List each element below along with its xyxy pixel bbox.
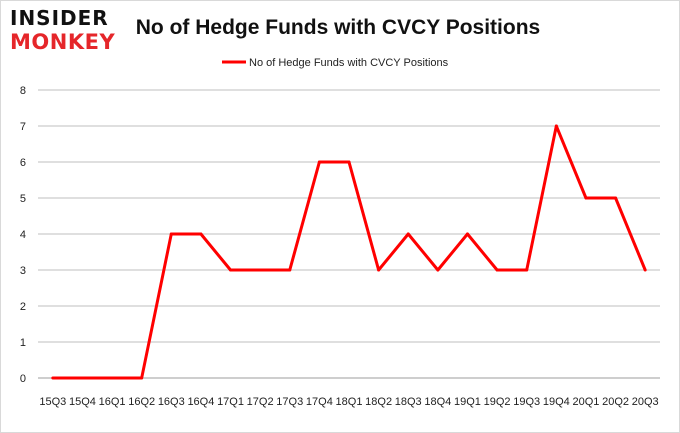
data-point: [614, 196, 618, 200]
data-point: [110, 376, 114, 380]
x-tick-label: 20Q1: [572, 396, 599, 408]
data-point: [436, 268, 440, 272]
x-tick-label: 16Q2: [128, 396, 155, 408]
logo-line1: INSIDER: [10, 6, 109, 30]
x-tick-label: 19Q4: [543, 396, 570, 408]
x-tick-label: 18Q4: [424, 396, 451, 408]
data-point: [229, 268, 233, 272]
y-tick-label: 2: [20, 301, 26, 313]
data-point: [199, 232, 203, 236]
y-tick-label: 0: [20, 373, 26, 385]
x-tick-label: 17Q1: [217, 396, 244, 408]
x-axis-ticks: 15Q3 15Q4 16Q1 16Q2 16Q3 16Q4 17Q1 17Q2 17Q3 17Q4…: [39, 396, 658, 408]
y-tick-label: 6: [20, 157, 26, 169]
data-point: [80, 376, 84, 380]
data-point: [51, 376, 55, 380]
data-point: [140, 376, 144, 380]
x-tick-label: 19Q2: [484, 396, 511, 408]
logo-line2: MONKEY: [10, 30, 116, 54]
chart-title: No of Hedge Funds with CVCY Positions: [135, 16, 541, 39]
x-tick-label: 15Q4: [69, 396, 96, 408]
data-point: [317, 160, 321, 164]
series-layer: [51, 124, 647, 380]
x-tick-label: 16Q4: [187, 396, 214, 408]
data-point: [377, 268, 381, 272]
legend-label: No of Hedge Funds with CVCY Positions: [249, 57, 449, 69]
series-line: [52, 124, 647, 380]
y-tick-label: 1: [20, 337, 26, 349]
x-tick-label: 16Q3: [158, 396, 185, 408]
y-tick-label: 4: [20, 229, 26, 241]
data-point: [525, 268, 529, 272]
data-point: [554, 124, 558, 128]
y-tick-label: 8: [20, 85, 26, 97]
x-tick-label: 15Q3: [39, 396, 66, 408]
x-tick-label: 18Q3: [395, 396, 422, 408]
y-tick-label: 3: [20, 265, 26, 277]
x-tick-label: 17Q2: [247, 396, 274, 408]
x-tick-label: 17Q4: [306, 396, 333, 408]
x-tick-label: 20Q3: [632, 396, 659, 408]
x-tick-label: 19Q1: [454, 396, 481, 408]
insider-monkey-logo: INSIDER MONKEY: [8, 6, 126, 56]
data-point: [258, 268, 262, 272]
x-tick-label: 18Q1: [336, 396, 363, 408]
x-tick-label: 16Q1: [99, 396, 126, 408]
data-point: [495, 268, 499, 272]
data-point: [465, 232, 469, 236]
data-point: [643, 268, 647, 272]
gridlines: [38, 89, 660, 343]
y-tick-label: 5: [20, 193, 26, 205]
data-point: [288, 268, 292, 272]
data-point: [584, 196, 588, 200]
data-point: [406, 232, 410, 236]
legend: No of Hedge Funds with CVCY Positions: [222, 57, 449, 69]
x-tick-label: 18Q2: [365, 396, 392, 408]
y-axis-ticks: 0 1 2 3 4 5 6 7 8: [20, 85, 26, 385]
x-tick-label: 20Q2: [602, 396, 629, 408]
x-tick-label: 17Q3: [276, 396, 303, 408]
x-tick-label: 19Q3: [513, 396, 540, 408]
y-tick-label: 7: [20, 121, 26, 133]
data-point: [347, 160, 351, 164]
data-point: [169, 232, 173, 236]
